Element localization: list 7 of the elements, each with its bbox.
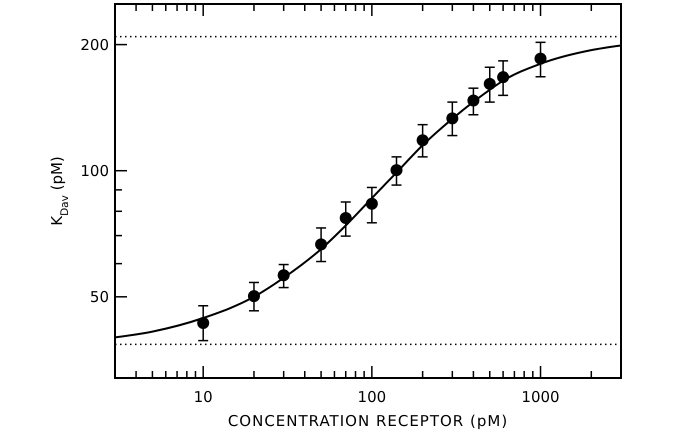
y-tick-label: 50: [90, 288, 109, 306]
x-axis-title: CONCENTRATION RECEPTOR (pM): [228, 412, 508, 430]
x-tick-label: 1000: [521, 388, 560, 406]
y-tick-label: 200: [80, 36, 109, 54]
x-tick-label: 100: [358, 388, 386, 406]
x-tick-label: 10: [194, 388, 213, 406]
y-tick-label: 100: [80, 162, 109, 180]
